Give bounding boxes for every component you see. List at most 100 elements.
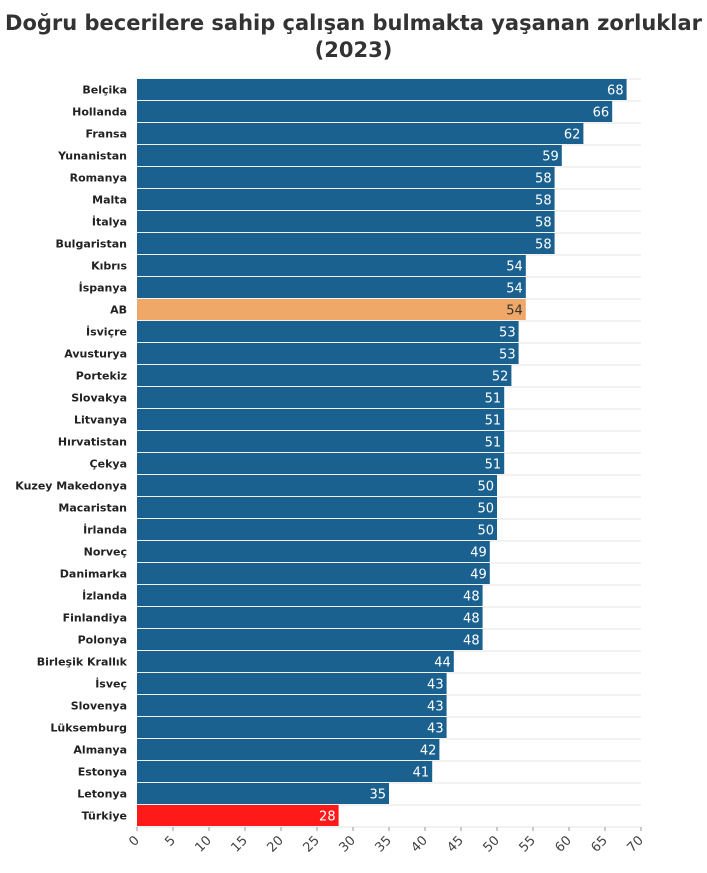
x-tick-label: 5 bbox=[162, 833, 178, 849]
x-tick-label: 70 bbox=[625, 833, 647, 855]
category-label: İsviçre bbox=[86, 325, 127, 339]
bar bbox=[137, 277, 526, 298]
data-label: 49 bbox=[470, 546, 487, 561]
bar bbox=[137, 343, 519, 364]
x-tick-label: 0 bbox=[126, 833, 142, 849]
category-label: Finlandiya bbox=[63, 612, 127, 625]
data-label: 58 bbox=[535, 194, 552, 209]
bar bbox=[137, 651, 454, 672]
bar bbox=[137, 695, 447, 716]
category-label: Malta bbox=[92, 194, 127, 207]
category-label: Estonya bbox=[78, 766, 127, 779]
category-label: Kıbrıs bbox=[91, 260, 127, 273]
data-label: 51 bbox=[485, 392, 502, 407]
category-label: AB bbox=[110, 304, 127, 317]
bar bbox=[137, 563, 490, 584]
bar bbox=[137, 145, 562, 166]
category-label: Bulgaristan bbox=[55, 238, 127, 251]
bar bbox=[137, 189, 555, 210]
bar bbox=[137, 211, 555, 232]
x-tick-label: 30 bbox=[337, 833, 359, 855]
category-label: Slovenya bbox=[71, 700, 127, 713]
data-label: 48 bbox=[463, 612, 480, 627]
bar bbox=[137, 475, 497, 496]
bar bbox=[137, 409, 505, 430]
category-label: Danimarka bbox=[60, 568, 127, 581]
x-tick-label: 55 bbox=[517, 833, 539, 855]
bar bbox=[137, 365, 512, 386]
category-label: Letonya bbox=[77, 788, 127, 801]
category-label: Hırvatistan bbox=[58, 436, 127, 449]
category-label: Litvanya bbox=[74, 414, 127, 427]
bar bbox=[137, 761, 433, 782]
data-label: 43 bbox=[427, 678, 444, 693]
category-label: İtalya bbox=[92, 215, 127, 229]
bar bbox=[137, 453, 505, 474]
data-label: 51 bbox=[485, 458, 502, 473]
category-label: Slovakya bbox=[71, 392, 127, 405]
category-label: Portekiz bbox=[76, 370, 127, 383]
bar bbox=[137, 101, 613, 122]
category-label: İzlanda bbox=[82, 589, 127, 603]
bar bbox=[137, 123, 584, 144]
data-label: 50 bbox=[477, 524, 494, 539]
bar bbox=[137, 783, 389, 804]
data-label: 50 bbox=[477, 502, 494, 517]
category-label: Polonya bbox=[78, 634, 127, 647]
x-tick-label: 60 bbox=[553, 833, 575, 855]
data-label: 52 bbox=[492, 370, 509, 385]
data-label: 68 bbox=[607, 84, 624, 99]
bar bbox=[137, 541, 490, 562]
data-label: 48 bbox=[463, 634, 480, 649]
x-tick-label: 20 bbox=[265, 833, 287, 855]
data-label: 48 bbox=[463, 590, 480, 605]
bar bbox=[137, 387, 505, 408]
x-tick-label: 45 bbox=[445, 833, 467, 855]
bar bbox=[137, 805, 339, 826]
category-label: Türkiye bbox=[82, 810, 127, 823]
data-label: 42 bbox=[420, 744, 437, 759]
data-label: 44 bbox=[434, 656, 451, 671]
bar bbox=[137, 519, 497, 540]
data-label: 53 bbox=[499, 326, 516, 341]
category-label: İspanya bbox=[79, 281, 127, 295]
data-label: 50 bbox=[477, 480, 494, 495]
data-label: 58 bbox=[535, 216, 552, 231]
x-tick-label: 50 bbox=[481, 833, 503, 855]
bar bbox=[137, 167, 555, 188]
chart-title: Doğru becerilere sahip çalışan bulmakta … bbox=[5, 11, 702, 62]
bar bbox=[137, 585, 483, 606]
category-label: Kuzey Makedonya bbox=[15, 480, 127, 493]
data-label: 43 bbox=[427, 722, 444, 737]
x-tick-label: 35 bbox=[373, 833, 395, 855]
bar bbox=[137, 321, 519, 342]
data-label: 28 bbox=[319, 810, 336, 825]
data-label: 51 bbox=[485, 436, 502, 451]
bar bbox=[137, 629, 483, 650]
x-tick-label: 40 bbox=[409, 833, 431, 855]
data-label: 43 bbox=[427, 700, 444, 715]
bar bbox=[137, 673, 447, 694]
category-label: Fransa bbox=[86, 128, 127, 141]
data-label: 54 bbox=[506, 282, 523, 297]
x-tick-label: 15 bbox=[229, 833, 251, 855]
data-label: 51 bbox=[485, 414, 502, 429]
data-label: 58 bbox=[535, 172, 552, 187]
data-label: 62 bbox=[564, 128, 581, 143]
category-label: İrlanda bbox=[83, 523, 127, 537]
bar bbox=[137, 739, 440, 760]
category-label: Belçika bbox=[82, 84, 127, 97]
category-label: Norveç bbox=[84, 546, 127, 559]
x-tick-label: 65 bbox=[589, 833, 611, 855]
data-label: 54 bbox=[506, 304, 523, 319]
data-label: 41 bbox=[413, 766, 430, 781]
data-label: 53 bbox=[499, 348, 516, 363]
data-label: 35 bbox=[369, 788, 386, 803]
bar bbox=[137, 79, 627, 100]
x-tick-label: 10 bbox=[193, 833, 215, 855]
category-label: Lüksemburg bbox=[50, 722, 127, 735]
x-tick-label: 25 bbox=[301, 833, 323, 855]
category-label: Almanya bbox=[73, 744, 127, 757]
